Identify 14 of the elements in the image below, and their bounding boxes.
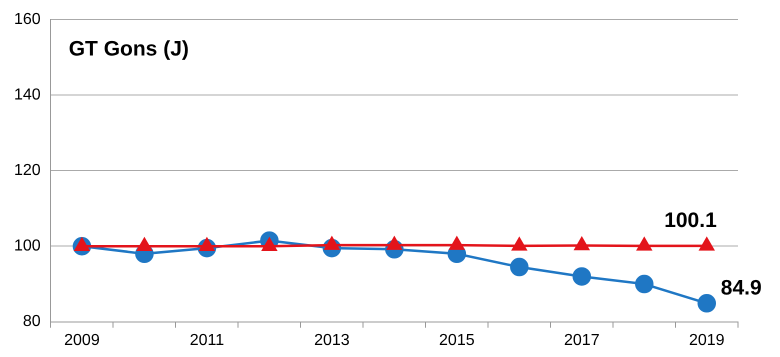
- data-label: 100.1: [664, 209, 718, 232]
- data-label: 84.9: [720, 276, 762, 300]
- y-tick-label: 160: [14, 11, 41, 28]
- x-tick-label: 2015: [439, 332, 475, 349]
- x-tick-label: 2013: [314, 332, 350, 349]
- x-tick-label: 2011: [190, 332, 224, 349]
- x-tick-label: 2019: [688, 332, 725, 349]
- text: GT Gons (J): [68, 37, 189, 60]
- y-tick-label: 120: [14, 162, 41, 180]
- x-tick-label: 2009: [64, 332, 100, 349]
- y-tick-label: 80: [22, 313, 41, 330]
- y-tick-label: 100: [14, 238, 41, 255]
- y-tick-label: 140: [14, 86, 41, 104]
- x-tick-label: 2017: [564, 332, 600, 349]
